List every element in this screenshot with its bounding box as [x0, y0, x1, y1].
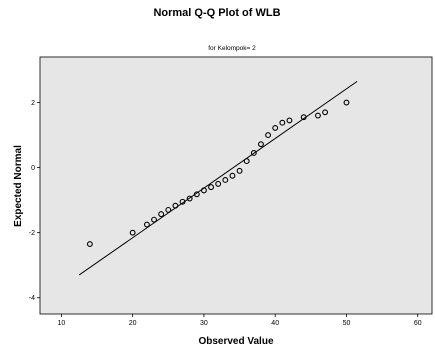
data-point: [279, 119, 286, 126]
data-point: [265, 132, 272, 139]
data-point: [315, 112, 321, 119]
data-point: [222, 177, 229, 183]
y-tick-label: -4: [29, 295, 35, 302]
data-point: [143, 221, 150, 228]
y-axis-title: Expected Normal: [13, 145, 24, 227]
data-point: [322, 109, 329, 116]
data-point: [186, 195, 193, 202]
data-point: [243, 158, 250, 165]
y-tick-label: -2: [29, 230, 35, 237]
data-point: [300, 114, 307, 121]
chart-title: Normal Q-Q Plot of WLB: [153, 7, 280, 19]
data-point: [165, 206, 172, 213]
data-point: [286, 117, 293, 124]
data-point: [215, 180, 222, 187]
x-tick-label: 20: [129, 320, 137, 327]
data-point: [86, 241, 93, 248]
y-axis: -4 -2 0 2: [29, 100, 40, 302]
y-tick-label: 2: [31, 100, 35, 107]
data-point: [272, 124, 279, 131]
x-tick-label: 50: [343, 320, 351, 327]
data-point: [257, 141, 264, 148]
data-point: [172, 202, 179, 209]
data-point: [151, 216, 157, 223]
x-tick-label: 40: [271, 320, 279, 327]
data-point: [193, 191, 200, 198]
reference-line: [78, 80, 358, 276]
y-tick-label: 0: [31, 165, 35, 172]
data-point: [158, 211, 165, 218]
data-point: [179, 198, 186, 205]
x-tick-label: 30: [200, 320, 208, 327]
x-tick-label: 10: [57, 320, 65, 327]
data-point: [129, 229, 136, 236]
data-point: [229, 172, 236, 179]
data-point: [343, 99, 350, 106]
data-points: [86, 99, 350, 248]
x-tick-label: 60: [414, 320, 422, 327]
x-axis-title: Observed Value: [198, 336, 273, 347]
chart-subtitle: for Kelompok= 2: [208, 45, 256, 52]
plot-area: [39, 56, 433, 315]
x-axis: 10 20 30 40 50 60: [57, 314, 422, 327]
data-point: [250, 150, 257, 156]
data-point: [236, 167, 243, 174]
data-point: [208, 184, 215, 191]
data-point: [200, 187, 207, 194]
